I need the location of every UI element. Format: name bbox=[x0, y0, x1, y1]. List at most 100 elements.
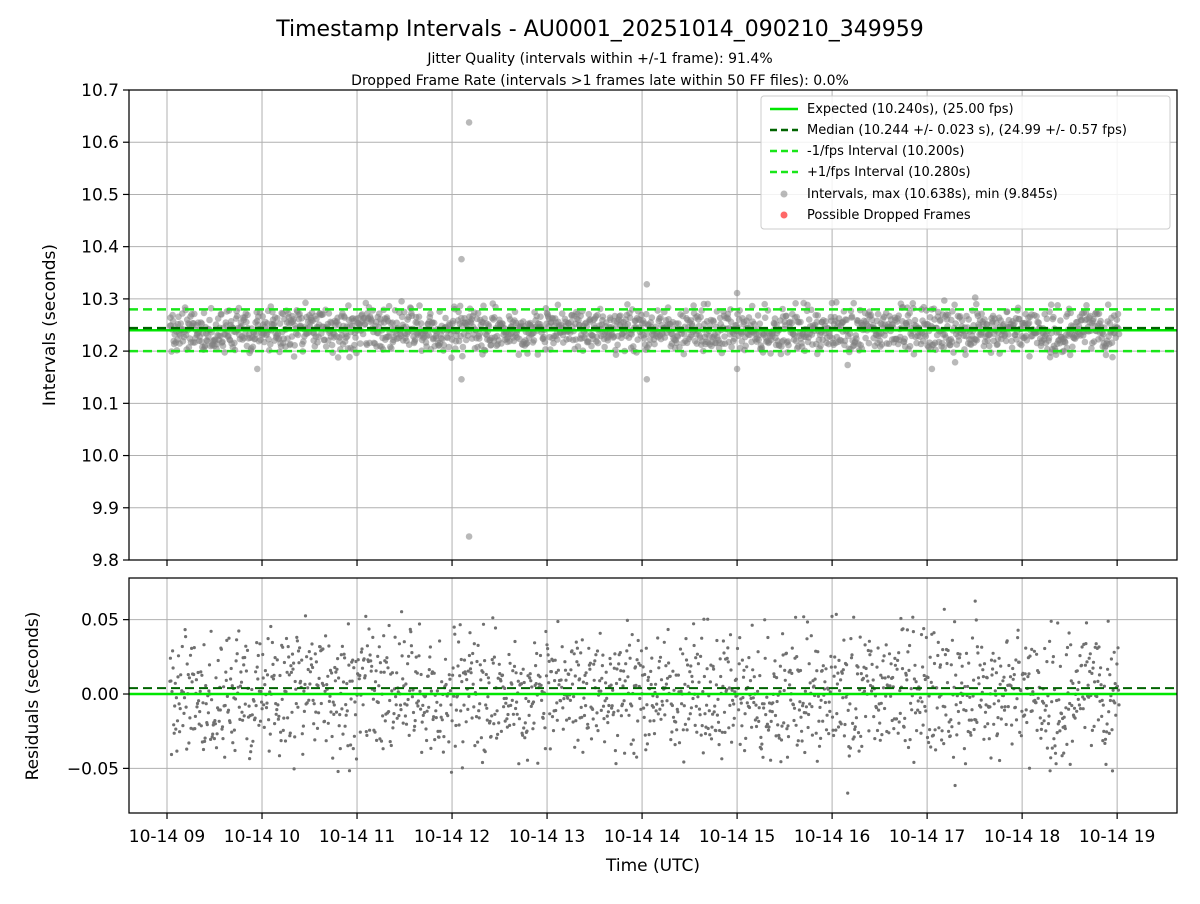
residual-point bbox=[1116, 646, 1120, 650]
residual-point bbox=[1070, 703, 1074, 708]
residual-point bbox=[435, 689, 439, 693]
interval-point bbox=[270, 320, 278, 328]
residual-point bbox=[243, 655, 247, 660]
legend-entry-intervals: Intervals, max (10.638s), min (9.845s) bbox=[780, 187, 1058, 202]
residual-point bbox=[848, 702, 852, 706]
residual-point bbox=[821, 719, 825, 723]
residual-point bbox=[1104, 762, 1108, 767]
residual-point bbox=[843, 722, 847, 727]
residual-point bbox=[702, 617, 706, 621]
residual-point bbox=[988, 705, 992, 709]
residual-point bbox=[454, 708, 458, 712]
residual-point bbox=[346, 622, 350, 626]
residual-point bbox=[958, 652, 962, 656]
residual-point bbox=[735, 646, 740, 651]
interval-point bbox=[1045, 334, 1053, 342]
residual-point bbox=[635, 658, 639, 662]
residual-point bbox=[240, 710, 244, 714]
residual-point bbox=[751, 696, 755, 700]
intervals-y-tick-label: 9.8 bbox=[92, 551, 119, 571]
interval-point bbox=[480, 302, 487, 310]
residual-point bbox=[690, 674, 694, 679]
residual-point bbox=[725, 656, 729, 661]
residual-point bbox=[783, 668, 787, 673]
residual-point bbox=[864, 714, 868, 719]
residual-point bbox=[836, 725, 841, 729]
residual-point bbox=[284, 690, 288, 694]
residual-point bbox=[646, 678, 650, 683]
residual-point bbox=[384, 660, 388, 664]
interval-point bbox=[1043, 315, 1051, 323]
residual-point bbox=[1076, 688, 1080, 692]
residual-point bbox=[173, 681, 177, 685]
residual-point bbox=[354, 757, 359, 761]
residual-point bbox=[505, 717, 509, 721]
residual-point bbox=[504, 696, 508, 701]
residual-point bbox=[401, 677, 405, 681]
residual-point bbox=[192, 672, 196, 677]
interval-point bbox=[275, 334, 283, 342]
residual-point bbox=[711, 664, 715, 669]
residual-point bbox=[977, 682, 981, 686]
residual-point bbox=[702, 674, 707, 679]
residual-point bbox=[786, 724, 790, 728]
residual-point bbox=[1010, 723, 1014, 727]
residual-point bbox=[708, 680, 713, 684]
residual-point bbox=[618, 651, 622, 655]
residual-point bbox=[641, 665, 645, 669]
residual-point bbox=[510, 682, 514, 686]
residual-point bbox=[933, 728, 937, 732]
residual-point bbox=[1084, 642, 1088, 646]
interval-point bbox=[574, 343, 582, 350]
residual-point bbox=[499, 679, 503, 683]
residual-point bbox=[490, 658, 494, 662]
residual-point bbox=[267, 718, 271, 722]
residual-point bbox=[486, 695, 490, 699]
residual-point bbox=[347, 663, 351, 667]
residual-point bbox=[1092, 724, 1096, 729]
residual-point bbox=[706, 617, 710, 621]
residual-point bbox=[213, 719, 217, 723]
residual-point bbox=[218, 708, 222, 712]
residual-point bbox=[842, 734, 847, 738]
interval-point bbox=[843, 316, 850, 324]
residual-point bbox=[912, 677, 917, 681]
residual-point bbox=[351, 747, 355, 751]
interval-point bbox=[844, 361, 851, 369]
residual-point bbox=[222, 685, 226, 689]
interval-point bbox=[1100, 330, 1107, 338]
interval-point bbox=[657, 314, 664, 321]
interval-point bbox=[901, 335, 908, 343]
residual-point bbox=[1088, 669, 1092, 674]
residual-point bbox=[799, 715, 803, 719]
residual-point bbox=[906, 650, 910, 654]
interval-point bbox=[218, 311, 225, 318]
residual-point bbox=[576, 663, 581, 667]
residual-point bbox=[775, 699, 779, 704]
residual-point bbox=[424, 727, 428, 731]
residual-point bbox=[627, 643, 632, 647]
residual-point bbox=[198, 689, 202, 694]
residual-point bbox=[791, 703, 796, 707]
residual-point bbox=[823, 700, 828, 705]
interval-point bbox=[415, 313, 423, 321]
residual-point bbox=[940, 738, 944, 742]
residual-point bbox=[1113, 682, 1117, 686]
residual-point bbox=[1039, 736, 1043, 740]
residual-point bbox=[282, 660, 286, 665]
residual-point bbox=[403, 714, 407, 718]
residual-point bbox=[1107, 731, 1111, 736]
residual-point bbox=[887, 731, 891, 735]
residual-point bbox=[1094, 642, 1098, 646]
residual-point bbox=[257, 723, 261, 727]
residual-point bbox=[305, 701, 309, 705]
residual-point bbox=[866, 679, 870, 683]
residual-point bbox=[846, 708, 850, 713]
residual-point bbox=[594, 653, 598, 657]
residual-point bbox=[548, 747, 552, 751]
residual-point bbox=[306, 686, 310, 690]
residual-point bbox=[993, 689, 997, 693]
residual-point bbox=[1031, 690, 1035, 694]
residual-point bbox=[1101, 703, 1105, 707]
interval-point bbox=[948, 338, 956, 346]
